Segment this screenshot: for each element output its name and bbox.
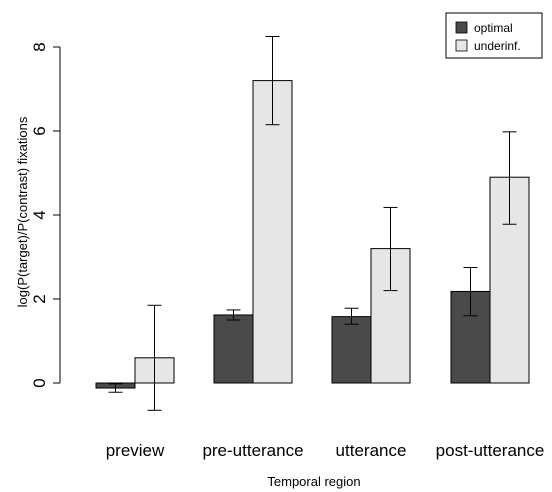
x-tick-label-utterance: utterance xyxy=(336,441,407,460)
y-tick-label: 4 xyxy=(30,210,49,219)
x-tick-label-post-utterance: post-utterance xyxy=(436,441,545,460)
legend-swatch-optimal xyxy=(455,21,468,34)
legend-swatch-underinf xyxy=(455,39,468,52)
y-tick-label: 2 xyxy=(30,294,49,303)
legend: optimal underinf. xyxy=(445,12,543,59)
y-axis-title: log(P(target)/P(contrast) fixations xyxy=(15,116,30,307)
bars-group xyxy=(95,80,530,389)
bar-optimal-utterance xyxy=(331,316,372,384)
legend-label-optimal: optimal xyxy=(474,21,513,35)
y-tick-label: 0 xyxy=(30,378,49,387)
x-tick-label-pre-utterance: pre-utterance xyxy=(202,441,303,460)
y-tick-label: 6 xyxy=(30,126,49,135)
y-axis: 0 2 4 6 8 xyxy=(30,42,61,388)
bar-underinf-pre-utterance xyxy=(252,80,293,384)
y-tick-label: 8 xyxy=(30,42,49,51)
bar-optimal-pre-utterance xyxy=(213,314,254,384)
x-tick-label-preview: preview xyxy=(106,441,165,460)
legend-label-underinf: underinf. xyxy=(474,39,521,53)
x-axis-title: Temporal region xyxy=(267,474,360,489)
error-bars-group xyxy=(108,36,517,411)
x-tick-labels: preview pre-utterance utterance post-uttera… xyxy=(106,441,545,460)
